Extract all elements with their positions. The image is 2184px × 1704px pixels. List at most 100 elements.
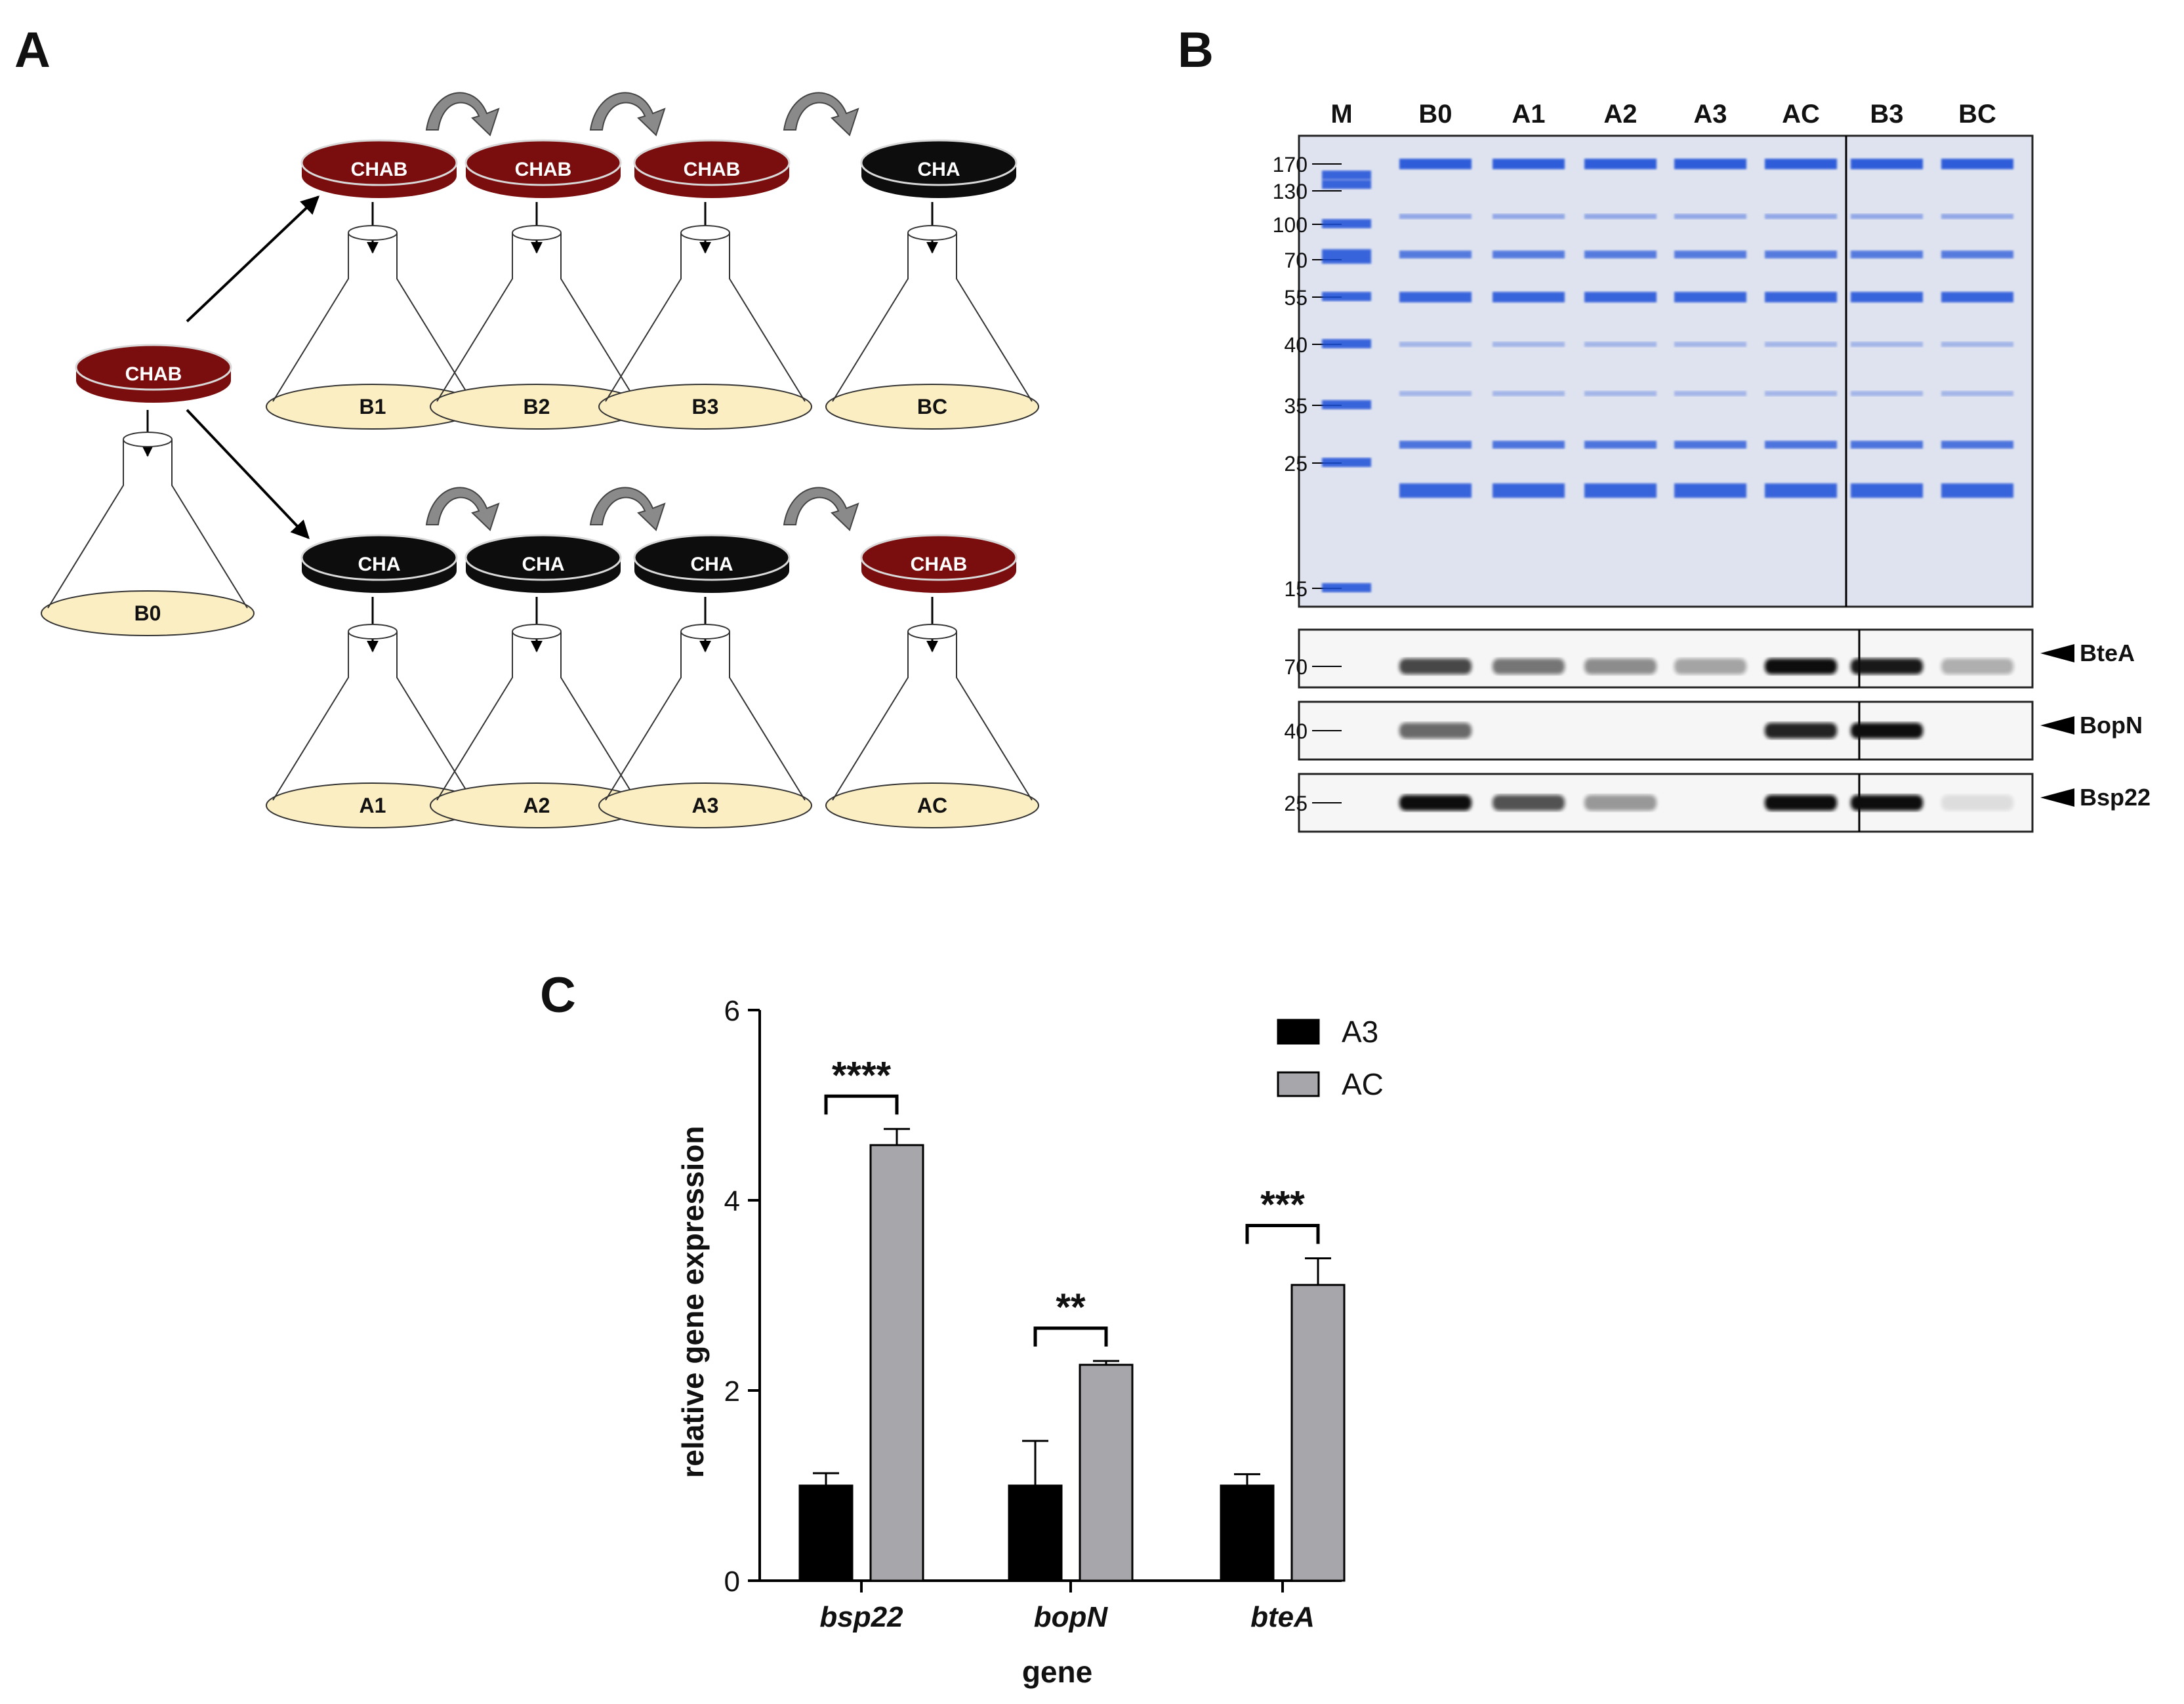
- gel-band: [1399, 483, 1472, 498]
- y-tick-label: 4: [724, 1185, 740, 1217]
- gel-band: [1493, 441, 1565, 449]
- blot-protein-label: Bsp22: [2080, 784, 2151, 811]
- blot-bsp22: 25 Bsp22: [1284, 773, 2151, 833]
- flask-mouth: [348, 624, 398, 639]
- marker-band: [1322, 171, 1371, 180]
- blot-pointer: [2040, 716, 2074, 735]
- flask-b2: B2: [430, 225, 644, 430]
- flask-outline: [605, 233, 806, 402]
- flask-medium: [598, 782, 812, 828]
- gel-band: [1493, 214, 1565, 219]
- y-axis-label: relative gene expression: [676, 1126, 710, 1478]
- significance-bracket: [1033, 1326, 1108, 1347]
- gel-band: [1674, 391, 1746, 396]
- mw-marker-label: 25: [1284, 452, 1308, 476]
- lane-label-bc: BC: [1958, 100, 1996, 129]
- blot-band: [1399, 659, 1472, 674]
- plate-label: CHA: [918, 159, 960, 180]
- gel-band: [1941, 292, 2013, 302]
- flask-label: B3: [692, 395, 719, 418]
- transfer-arrow: [589, 487, 666, 531]
- flask-label: A3: [692, 794, 719, 817]
- panel-a-letter: A: [14, 22, 51, 78]
- plate-label: CHAB: [911, 554, 968, 575]
- transfer-arrow: [589, 92, 666, 136]
- plate-chab: CHAB: [860, 534, 1018, 593]
- gel-band: [1765, 292, 1837, 302]
- coomassie-gel: [1298, 134, 2034, 608]
- plate-label: CHAB: [351, 159, 408, 180]
- legend-swatch-a3: [1277, 1019, 1320, 1045]
- lane-label-m: M: [1330, 100, 1352, 129]
- flask-label: B1: [360, 395, 386, 418]
- gel-band: [1399, 251, 1472, 258]
- blot-band: [1493, 659, 1565, 674]
- transfer-arrow-shape: [425, 487, 500, 531]
- marker-band: [1322, 249, 1371, 264]
- flask-bc: BC: [825, 225, 1039, 430]
- branch-arrow-bottom: [186, 409, 310, 540]
- transfer-arrow-shape: [783, 487, 859, 531]
- gel-band: [1941, 391, 2013, 396]
- bar-ac-bsp22: [869, 1144, 924, 1582]
- blot-band: [1851, 723, 1923, 739]
- gel-band: [1493, 159, 1565, 169]
- blot-band: [1765, 659, 1837, 674]
- gel-band: [1765, 391, 1837, 396]
- bar-a3-bopN: [1008, 1484, 1063, 1582]
- marker-band: [1322, 583, 1371, 592]
- gel-band: [1584, 292, 1657, 302]
- gel-band: [1584, 342, 1657, 347]
- lane-label-ac: AC: [1782, 100, 1820, 129]
- gel-band: [1674, 483, 1746, 498]
- gel-band: [1399, 342, 1472, 347]
- significance-label: ***: [1260, 1183, 1305, 1226]
- significance-label: **: [1056, 1286, 1086, 1329]
- plate-top: [464, 534, 622, 581]
- legend-label-a3: A3: [1342, 1015, 1378, 1049]
- blot-band: [1765, 795, 1837, 811]
- transfer-arrow-shape: [783, 92, 859, 136]
- flask-a3: A3: [598, 624, 812, 828]
- lane-label-a3: A3: [1693, 100, 1727, 129]
- mw-marker-label: 15: [1284, 577, 1308, 601]
- blot-pointer: [2040, 644, 2074, 662]
- gel-band: [1941, 214, 2013, 219]
- blot-band: [1584, 795, 1657, 811]
- flask-outline: [272, 632, 473, 801]
- gel-band: [1674, 292, 1746, 302]
- flask-mouth: [123, 432, 173, 447]
- gel-band: [1851, 483, 1923, 498]
- marker-band: [1322, 219, 1371, 228]
- gel-band: [1674, 342, 1746, 347]
- plate-label: CHA: [691, 554, 733, 575]
- legend-label-ac: AC: [1342, 1067, 1384, 1101]
- x-tick-label: bteA: [1250, 1601, 1315, 1633]
- lane-label-a2: A2: [1603, 100, 1637, 129]
- gel-band: [1399, 292, 1472, 302]
- lane-label-b0: B0: [1418, 100, 1452, 129]
- flask-a2: A2: [430, 624, 644, 828]
- gel-band: [1674, 251, 1746, 258]
- flask-mouth: [512, 624, 562, 639]
- blot-protein-label: BopN: [2080, 712, 2143, 739]
- transfer-arrow: [783, 487, 859, 531]
- gel-band: [1941, 441, 2013, 449]
- gel-band: [1851, 251, 1923, 258]
- legend-swatch-ac: [1277, 1071, 1320, 1097]
- marker-band: [1322, 180, 1371, 189]
- marker-band: [1322, 400, 1371, 409]
- gel-band: [1851, 214, 1923, 219]
- plate-chab: CHAB: [75, 344, 232, 403]
- panel-c: C 0 2 4 6 relative gene expression bsp22 **** b…: [540, 967, 1384, 1689]
- flask-medium: [825, 384, 1039, 430]
- plate-top: [300, 139, 458, 186]
- significance-bracket: [1245, 1223, 1320, 1244]
- flask-label: A2: [524, 794, 550, 817]
- plate-top: [860, 534, 1018, 581]
- mw-marker-label: 70: [1284, 249, 1308, 272]
- gel-band: [1765, 214, 1837, 219]
- blot-mw-label: 25: [1284, 792, 1308, 815]
- marker-band: [1322, 292, 1371, 301]
- blot-protein-label: BteA: [2080, 639, 2135, 666]
